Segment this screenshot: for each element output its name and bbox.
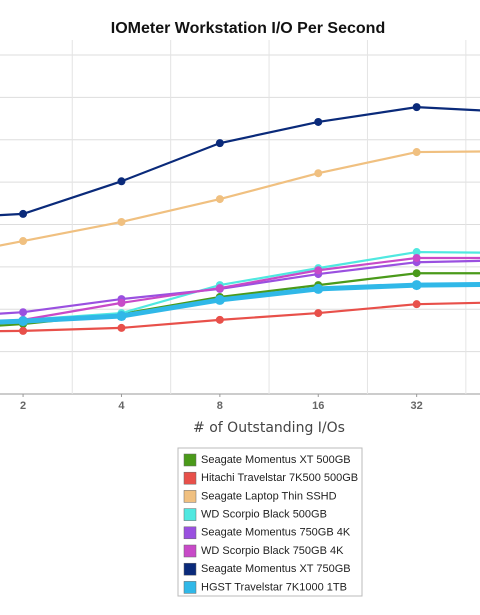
- legend-label: WD Scorpio Black 500GB: [201, 509, 327, 521]
- legend-label: WD Scorpio Black 750GB 4K: [201, 545, 344, 557]
- point: [117, 177, 126, 186]
- legend-swatch: [183, 544, 197, 558]
- point: [412, 103, 421, 112]
- legend-label: Seagate Momentus 750GB 4K: [201, 527, 351, 539]
- point: [412, 269, 421, 278]
- point: [117, 323, 126, 332]
- point: [214, 294, 225, 305]
- legend-swatch: [183, 581, 197, 594]
- plot-area: [0, 40, 480, 397]
- point: [412, 253, 421, 262]
- chart-title: IOMeter Workstation I/O Per Second: [111, 20, 385, 37]
- legend-label: Seagate Laptop Thin SSHD: [201, 490, 337, 502]
- point: [117, 217, 126, 226]
- point: [117, 298, 126, 307]
- point: [215, 195, 224, 204]
- point: [18, 316, 29, 327]
- legend-swatch: [183, 490, 197, 503]
- point: [412, 248, 421, 257]
- x-axis-label: # of Outstanding I/Os: [193, 420, 345, 436]
- point: [314, 309, 323, 318]
- legend-swatch: [183, 526, 197, 540]
- legend-swatch: [183, 508, 197, 521]
- legend-swatch: [183, 471, 197, 485]
- point: [412, 300, 421, 309]
- legend-label: HGST Travelstar 7K1000 1TB: [201, 581, 347, 593]
- x-tick-label: 4: [118, 400, 125, 412]
- point: [19, 326, 28, 335]
- point: [19, 308, 28, 317]
- point: [19, 209, 28, 218]
- point: [215, 284, 224, 293]
- legend-label: Seagate Momentus XT 500GB: [201, 454, 351, 466]
- legend-label: Seagate Momentus XT 750GB: [201, 563, 351, 575]
- x-tick-label: 8: [217, 400, 223, 412]
- point: [314, 117, 323, 126]
- point: [411, 280, 422, 291]
- x-tick-label: 16: [312, 400, 324, 412]
- point: [412, 148, 421, 157]
- point: [313, 283, 324, 294]
- point: [19, 237, 28, 246]
- point: [116, 311, 127, 322]
- point: [215, 315, 224, 324]
- x-tick-label: 2: [20, 400, 26, 412]
- legend-label: Hitachi Travelstar 7K500 500GB: [201, 472, 358, 484]
- point: [314, 266, 323, 275]
- legend-swatch: [183, 562, 197, 576]
- point: [215, 139, 224, 148]
- x-tick-label: 32: [411, 400, 423, 412]
- point: [314, 169, 323, 178]
- legend-swatch: [183, 453, 197, 467]
- legend-box: [177, 447, 363, 597]
